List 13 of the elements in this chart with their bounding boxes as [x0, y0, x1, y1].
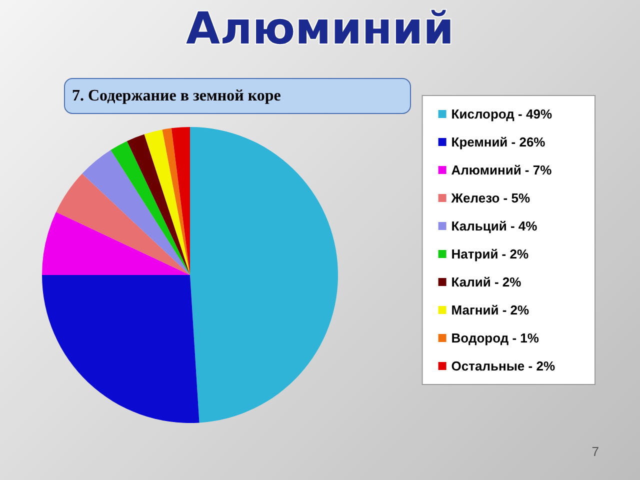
legend-label: Натрий - 2% [451, 246, 529, 262]
legend-label: Водород - 1% [451, 330, 540, 346]
text: 7 [592, 444, 600, 459]
chart-subtitle: 7. Содержание в земной коре [72, 88, 281, 104]
chart-title: Алюминий [186, 4, 454, 54]
legend-label: Кремний - 26% [451, 134, 546, 150]
legend-label: Кальций - 4% [451, 218, 538, 234]
legend-label: Железо - 5% [450, 190, 530, 206]
legend-label: Калий - 2% [451, 274, 522, 290]
legend-label: Остальные - 2% [451, 358, 556, 374]
legend-label: Кислород - 49% [451, 106, 552, 122]
legend-label: Алюминий - 7% [451, 162, 552, 178]
legend-label: Магний - 2% [451, 302, 530, 318]
